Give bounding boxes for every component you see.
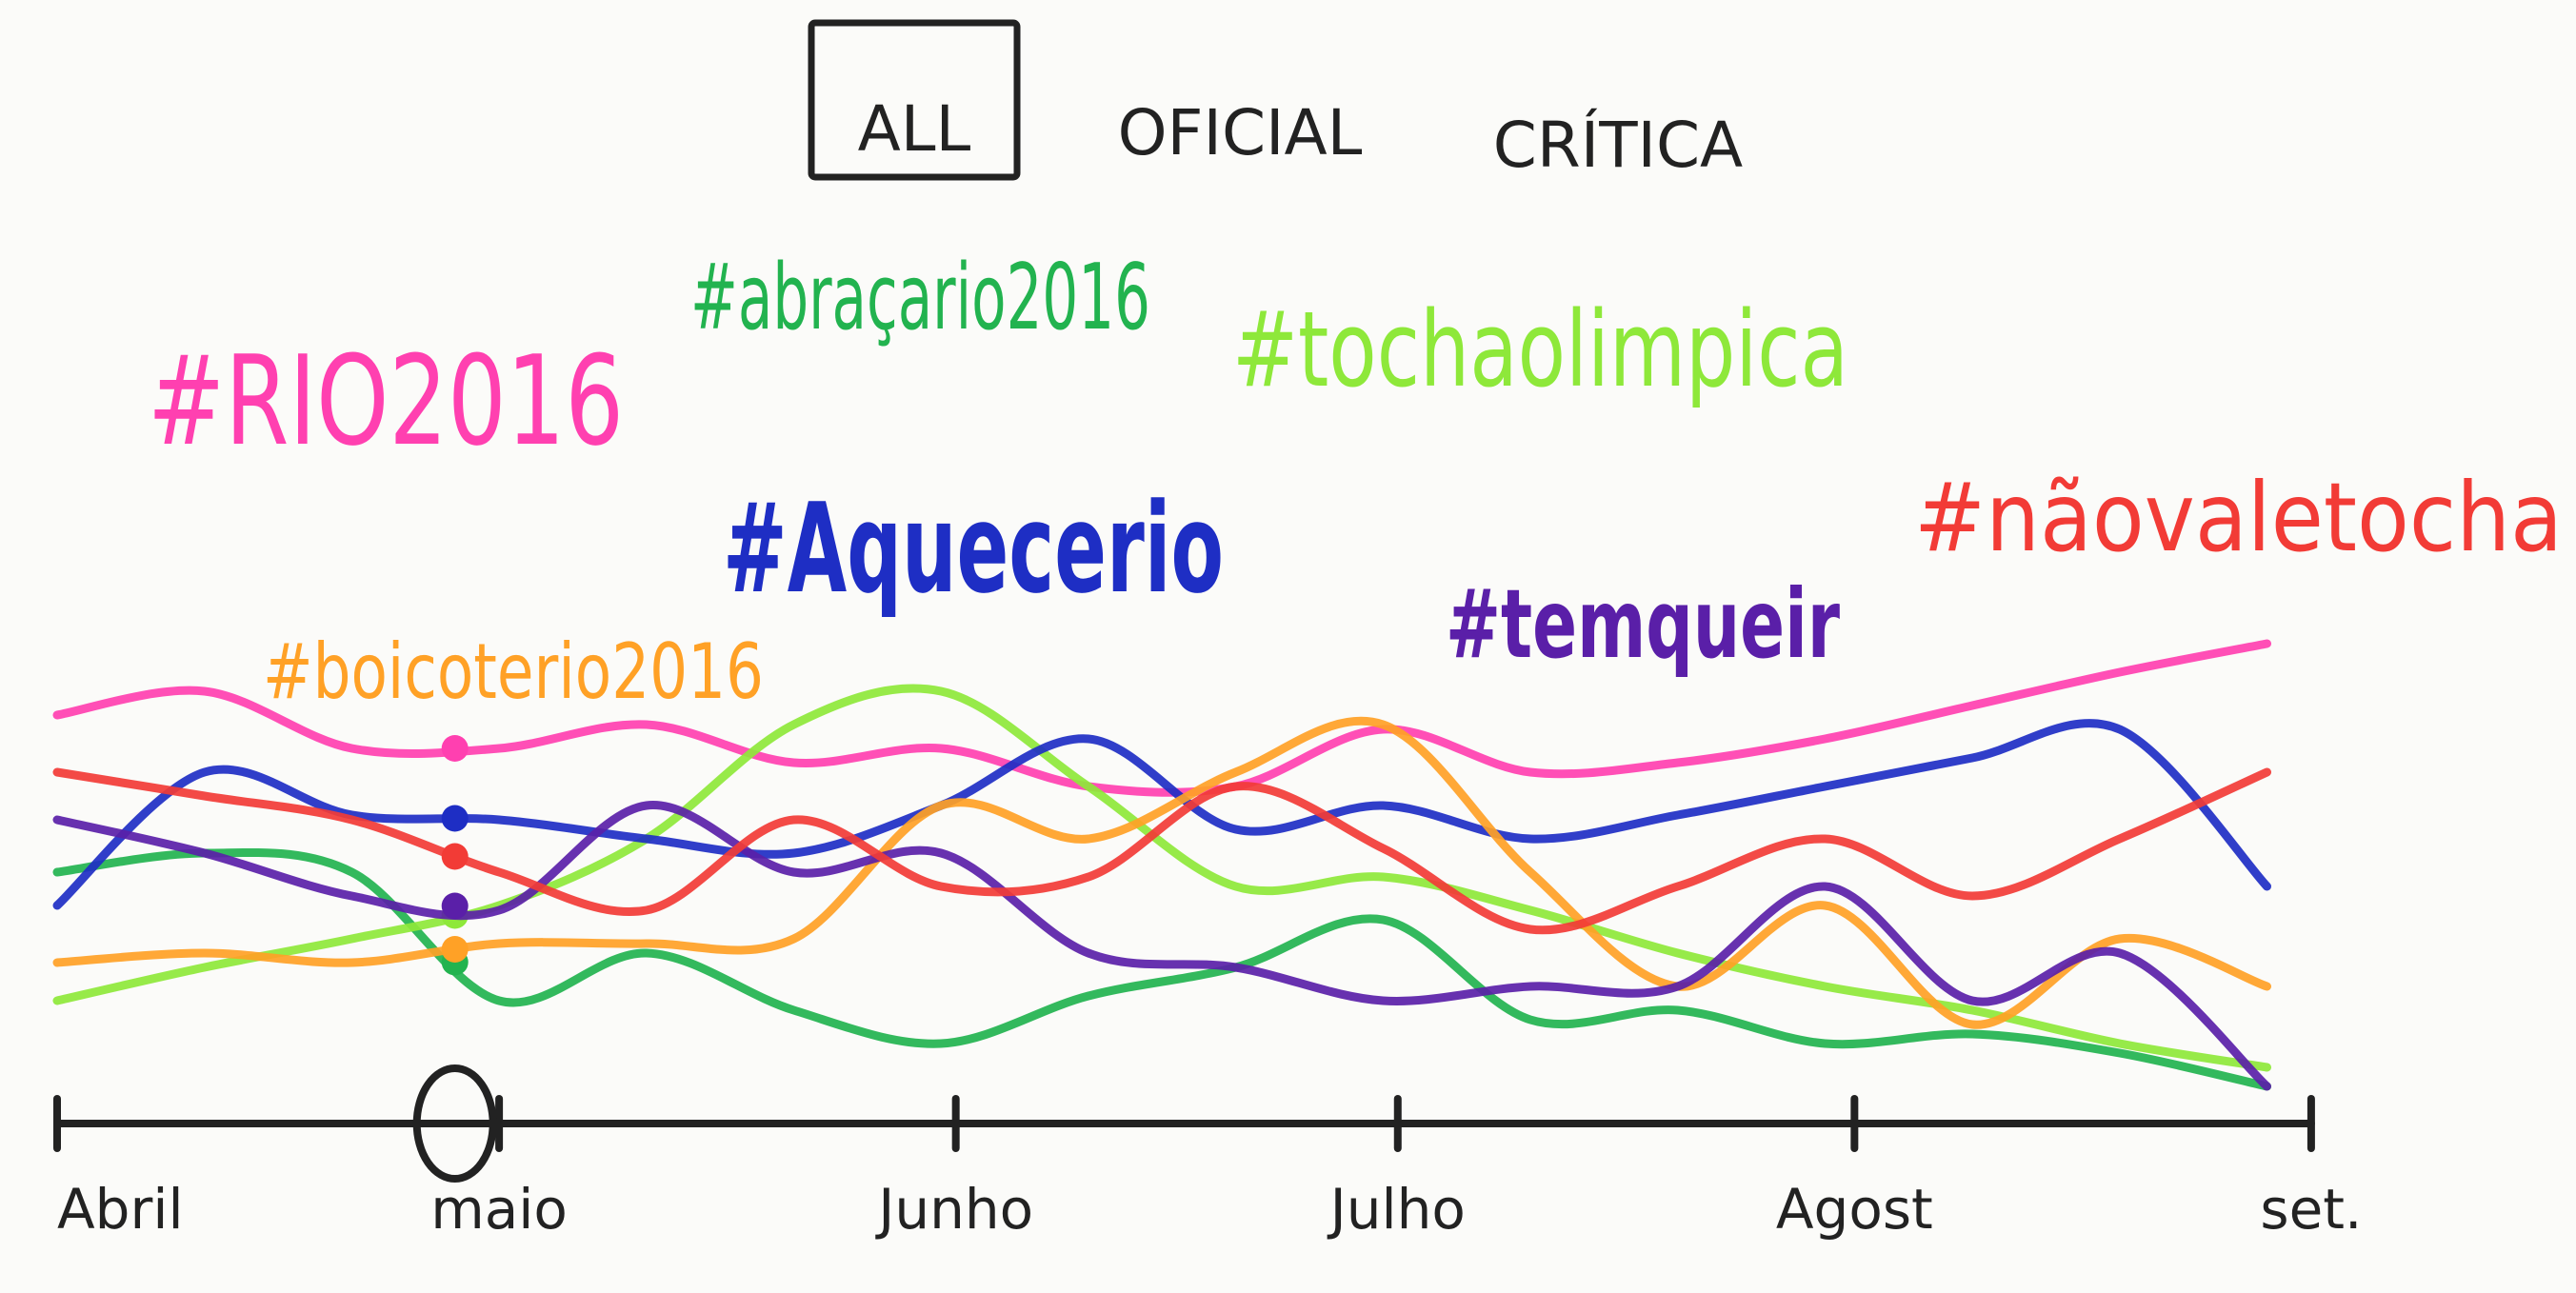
- filter-button[interactable]: CRÍTICA: [1493, 108, 1743, 182]
- selection-dot: [442, 806, 469, 832]
- x-tick-label: Agost: [1776, 1177, 1933, 1242]
- hashtag-label[interactable]: #temqueir: [1446, 568, 1840, 680]
- selection-dot: [442, 735, 469, 762]
- selection-dot: [442, 844, 469, 870]
- chart: ALL OFICIAL CRÍTICA Abril maio Junho Julho Agos…: [0, 0, 2576, 1293]
- hashtag-label[interactable]: #RIO2016: [148, 328, 624, 473]
- filter-button[interactable]: OFICIAL: [1118, 96, 1363, 169]
- selection-dot: [442, 893, 469, 920]
- hashtag-label[interactable]: #nãovaletocha: [1914, 462, 2563, 573]
- x-tick-label: Abril: [57, 1177, 184, 1242]
- selection-dot: [442, 936, 469, 963]
- hashtag-label[interactable]: #Aquecerio: [723, 476, 1224, 621]
- x-tick-label: maio: [430, 1177, 568, 1242]
- x-tick-label: Julho: [1328, 1177, 1466, 1242]
- x-tick-label: set.: [2260, 1177, 2362, 1242]
- x-tick-label: Junho: [875, 1177, 1033, 1242]
- hashtag-label[interactable]: #abraçario2016: [690, 246, 1150, 350]
- hashtag-label[interactable]: #boicoterio2016: [263, 627, 764, 716]
- filter-button[interactable]: ALL: [858, 92, 971, 166]
- hashtag-label[interactable]: #tochaolimpica: [1232, 288, 1848, 410]
- page: ALL OFICIAL CRÍTICA Abril maio Junho Julho Agos…: [0, 0, 2576, 1293]
